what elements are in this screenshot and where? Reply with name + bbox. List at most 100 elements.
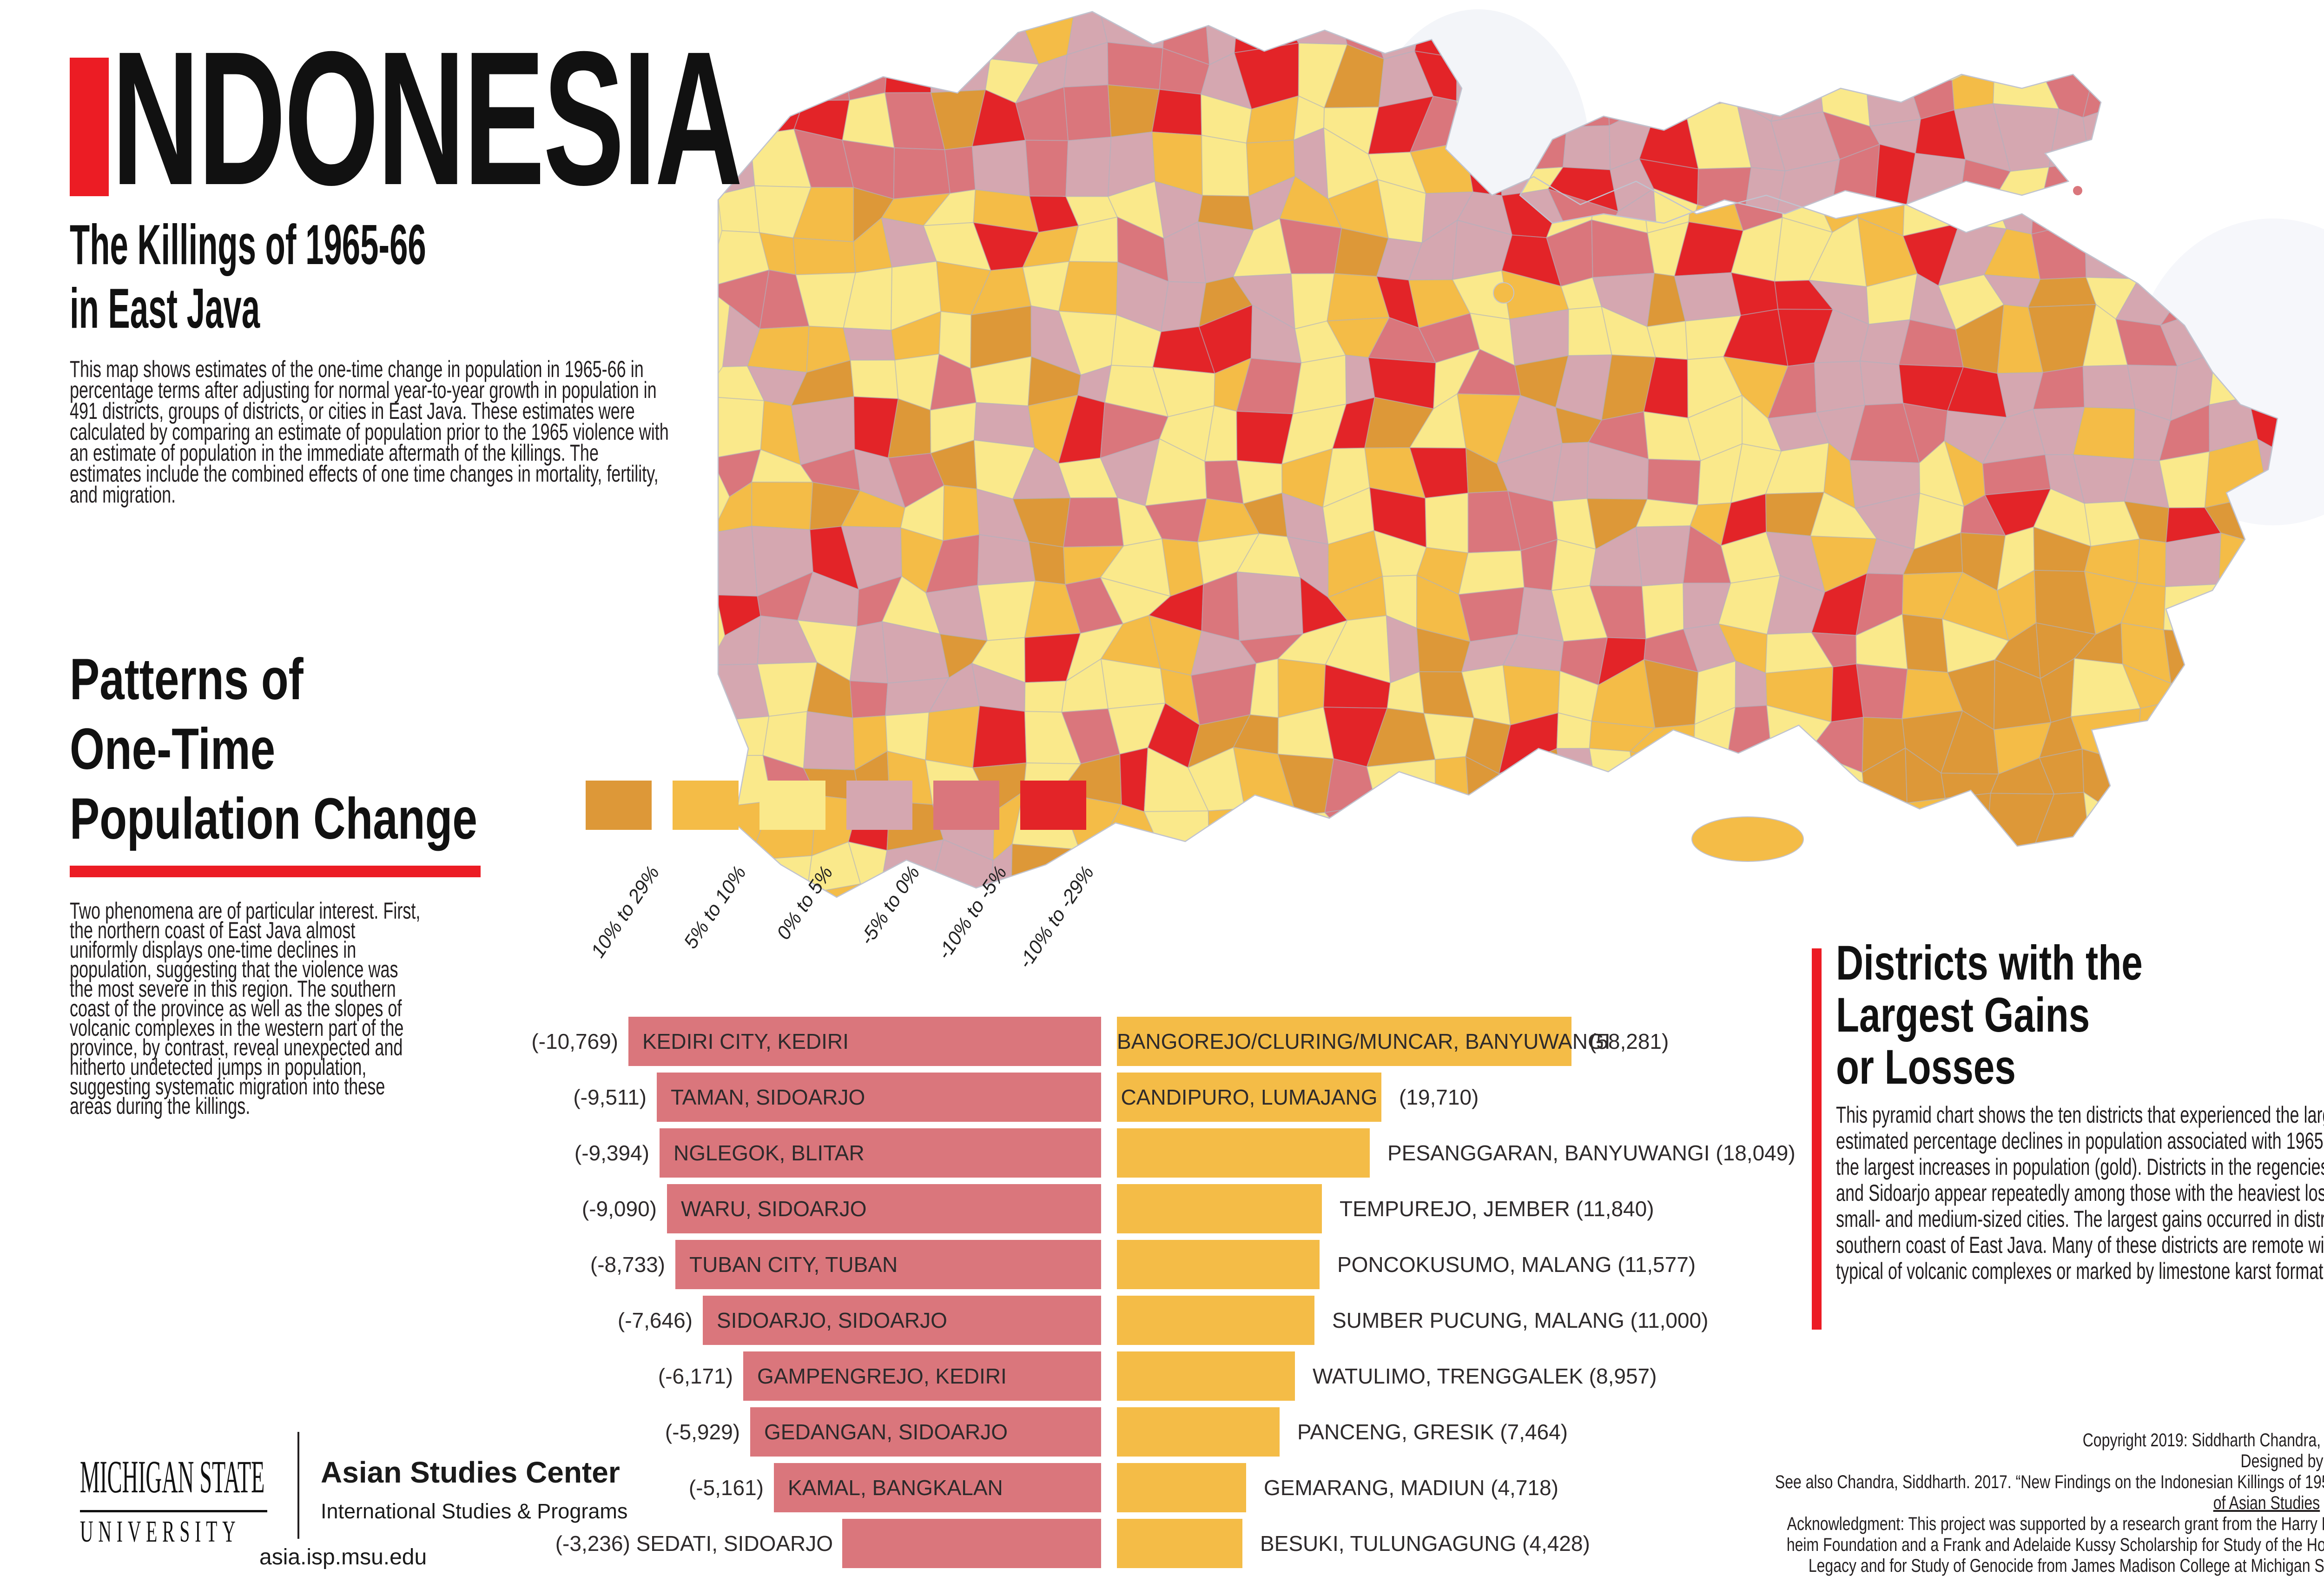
gain-label: SUMBER PUCUNG, MALANG (11,000): [1332, 1308, 1709, 1332]
legend-swatch-6: [1020, 781, 1086, 830]
gain-label: PESANGGARAN, BANYUWANGI (18,049): [1387, 1141, 1796, 1165]
loss-value: (-9,394): [574, 1141, 649, 1165]
page-subtitle: The Killings of 1965-66 in East Java: [70, 213, 684, 340]
loss-value: (-8,733): [590, 1252, 665, 1277]
legend-label-4: -5% to 0%: [855, 862, 924, 949]
gains-heading-line-3: or Losses: [1836, 1040, 2016, 1094]
subtitle-line-2: in East Java: [70, 277, 260, 340]
asian-studies-center-label: Asian Studies Center: [321, 1456, 620, 1489]
gain-bar: [1117, 1296, 1314, 1345]
credit-line-7: Legacy and for Study of Genocide from Ja…: [1604, 1556, 2324, 1576]
gain-bar: [1117, 1017, 1571, 1066]
legend-label-3: 0% to 5%: [772, 862, 837, 944]
loss-value: (-9,090): [581, 1197, 657, 1221]
gain-bar: [1117, 1519, 1242, 1568]
loss-name: GEDANGAN, SIDOARJO: [764, 1420, 1008, 1444]
loss-name: KEDIRI CITY, KEDIRI: [642, 1029, 849, 1053]
loss-bar: [750, 1407, 1101, 1457]
msu-wordmark-text: MICHIGAN STATE: [80, 1451, 265, 1503]
gain-bar: [1117, 1184, 1322, 1233]
msu-wordmark-rule: [80, 1510, 267, 1512]
loss-bar: [743, 1351, 1101, 1401]
legend-label-6: -10% to -29%: [1013, 862, 1098, 973]
credit-segment: See also Chandra, Siddharth. 2017. “New …: [1775, 1472, 2324, 1492]
gain-label: BESUKI, TULUNGAGUNG (4,428): [1260, 1531, 1590, 1556]
loss-bar: [628, 1017, 1101, 1066]
loss-bar: [667, 1184, 1101, 1233]
gain-label: PANCENG, GRESIK (7,464): [1297, 1420, 1568, 1444]
gain-bar: [1117, 1351, 1295, 1401]
gains-heading: Districts with the Largest Gains or Loss…: [1836, 937, 2229, 1093]
gain-bar: [1117, 1128, 1370, 1178]
gain-bar: [1117, 1073, 1381, 1122]
loss-name: TAMAN, SIDOARJO: [671, 1085, 865, 1109]
loss-bar: [675, 1240, 1101, 1289]
loss-name: KAMAL, BANGKALAN: [788, 1476, 1003, 1500]
loss-label: (-3,236) SEDATI, SIDOARJO: [555, 1531, 833, 1556]
gain-name: CANDIPURO, LUMAJANG: [1121, 1085, 1378, 1109]
legend-label-5: -10% to -5%: [932, 862, 1011, 963]
loss-name: NGLEGOK, BLITAR: [673, 1141, 865, 1165]
gains-heading-line-1: Districts with the: [1836, 936, 2143, 990]
title-accent-bar: [70, 58, 109, 196]
page-title-text: NDONESIA: [112, 12, 743, 225]
legend-swatch-4: [846, 781, 912, 830]
gain-value: (19,710): [1399, 1085, 1479, 1109]
credit-segment-underlined: of Asian Studies: [2213, 1493, 2320, 1513]
legend-swatch-5: [933, 781, 999, 830]
loss-value: (-9,511): [573, 1085, 647, 1109]
gain-value: (58,281): [1589, 1029, 1669, 1053]
gain-bar: [1117, 1407, 1280, 1457]
credit-segment: 76(4):1059-86.: [2320, 1493, 2324, 1513]
msu-university: UNIVERSITY: [80, 1517, 348, 1547]
msu-university-text: UNIVERSITY: [80, 1515, 241, 1549]
credit-segment: Legacy and for Study of Genocide from Ja…: [1808, 1556, 2324, 1576]
credit-line-6: heim Foundation and a Frank and Adelaide…: [1604, 1535, 2324, 1556]
gain-bar: [1117, 1240, 1320, 1289]
patterns-heading-line-3: Population Change: [70, 787, 477, 851]
loss-name: TUBAN CITY, TUBAN: [689, 1252, 898, 1277]
loss-value: (-7,646): [617, 1308, 693, 1332]
patterns-heading-line-2: One-Time: [70, 717, 276, 781]
loss-bar: [842, 1519, 1101, 1568]
loss-bar: [657, 1073, 1101, 1122]
loss-bar: [660, 1128, 1101, 1178]
loss-value: (-5,929): [665, 1420, 740, 1444]
patterns-paragraph: Two phenomena are of particular interest…: [70, 898, 421, 1119]
loss-bar: [703, 1296, 1101, 1345]
credit-line-3: See also Chandra, Siddharth. 2017. “New …: [1604, 1472, 2324, 1493]
patterns-heading: Patterns of One-Time Population Change: [70, 645, 599, 854]
gain-label: TEMPUREJO, JEMBER (11,840): [1340, 1197, 1654, 1221]
credit-line-2: Designed by: Camille North: [1604, 1451, 2324, 1472]
patterns-heading-rule: [70, 866, 481, 877]
loss-name: GAMPENGREJO, KEDIRI: [757, 1364, 1007, 1388]
gain-name: BANGOREJO/CLURING/MUNCAR, BANYUWANGI: [1117, 1029, 1611, 1053]
loss-name: SIDOARJO, SIDOARJO: [717, 1308, 947, 1332]
page-title: NDONESIA: [112, 23, 1095, 213]
loss-value: (-6,171): [658, 1364, 733, 1388]
intro-paragraph: This map shows estimates of the one-time…: [70, 356, 669, 508]
footer-divider: [297, 1432, 299, 1539]
gains-heading-line-2: Largest Gains: [1836, 988, 2090, 1042]
loss-name: WARU, SIDOARJO: [681, 1197, 867, 1221]
gain-label: PONCOKUSUMO, MALANG (11,577): [1337, 1252, 1696, 1277]
legend-swatch-2: [673, 781, 739, 830]
gain-bar: [1117, 1463, 1246, 1512]
legend-swatch-3: [759, 781, 825, 830]
credit-segment: Copyright 2019: Siddharth Chandra, Raech…: [2082, 1430, 2324, 1450]
gains-paragraph: This pyramid chart shows the ten distric…: [1836, 1102, 2324, 1284]
credit-segment: Acknowledgment: This project was support…: [1787, 1514, 2324, 1534]
gain-label: WATULIMO, TRENGGALEK (8,957): [1313, 1364, 1657, 1388]
msu-wordmark: MICHIGAN STATE: [80, 1454, 465, 1500]
credit-line-5: Acknowledgment: This project was support…: [1604, 1514, 2324, 1535]
footer-url[interactable]: asia.isp.msu.edu: [259, 1545, 427, 1570]
gain-label: GEMARANG, MADIUN (4,718): [1264, 1476, 1558, 1500]
loss-bar: [774, 1463, 1101, 1512]
patterns-heading-line-1: Patterns of: [70, 647, 304, 712]
credit-line-4: of Asian Studies 76(4):1059-86.: [1604, 1493, 2324, 1514]
legend-label-1: 10% to 29%: [586, 862, 663, 962]
credit-segment: heim Foundation and a Frank and Adelaide…: [1786, 1535, 2324, 1555]
credit-line-1: Copyright 2019: Siddharth Chandra, Raech…: [1604, 1430, 2324, 1451]
gains-heading-accent-bar: [1812, 948, 1822, 1330]
